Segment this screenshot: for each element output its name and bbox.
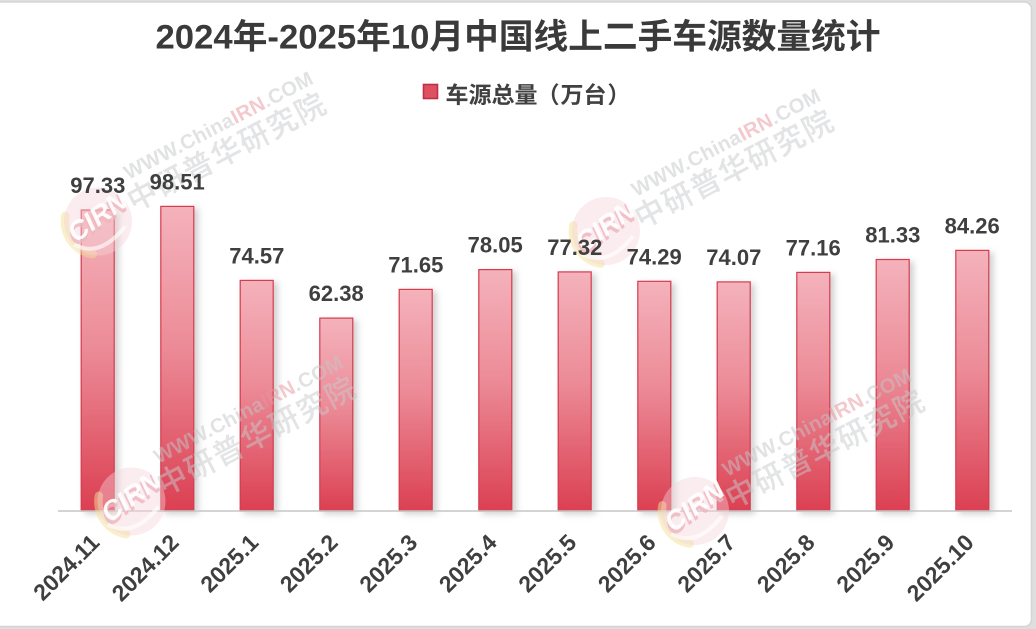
svg-text:-2025: -2025 (267, 19, 356, 57)
svg-text:84.26: 84.26 (945, 213, 1000, 238)
svg-text:10: 10 (391, 19, 430, 57)
svg-text:74.29: 74.29 (627, 244, 682, 269)
svg-text:77.16: 77.16 (786, 235, 841, 260)
svg-text:77.32: 77.32 (547, 235, 602, 260)
svg-text:74.57: 74.57 (229, 243, 284, 268)
svg-text:98.51: 98.51 (150, 169, 205, 194)
svg-text:2024: 2024 (156, 19, 234, 57)
svg-text:62.38: 62.38 (309, 281, 364, 306)
svg-text:97.33: 97.33 (70, 173, 125, 198)
svg-text:81.33: 81.33 (865, 223, 920, 248)
svg-text:71.65: 71.65 (388, 252, 443, 277)
svg-text:74.07: 74.07 (706, 245, 761, 270)
svg-text:78.05: 78.05 (468, 233, 523, 258)
